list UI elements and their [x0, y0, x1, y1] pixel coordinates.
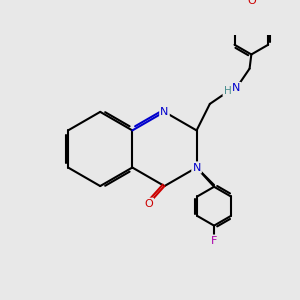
Text: O: O — [144, 199, 153, 209]
Text: N: N — [192, 163, 201, 172]
Text: O: O — [247, 0, 256, 6]
Text: H: H — [224, 86, 231, 96]
Text: N: N — [160, 107, 169, 117]
Text: F: F — [211, 236, 217, 246]
Text: N: N — [232, 83, 241, 93]
